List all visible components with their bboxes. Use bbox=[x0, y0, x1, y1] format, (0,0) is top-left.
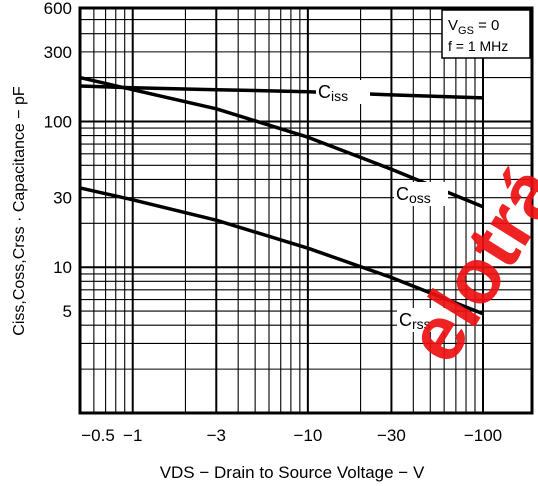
x-tick-label: −0.5 bbox=[81, 426, 115, 445]
x-axis-label: VDS − Drain to Source Voltage − V bbox=[160, 463, 425, 482]
series-label-bg bbox=[397, 308, 451, 332]
series-line-crss bbox=[79, 186, 484, 316]
y-tick-label: 100 bbox=[44, 112, 72, 131]
y-tick-label: 600 bbox=[44, 0, 72, 18]
series-label-crss: Crss bbox=[399, 310, 431, 332]
y-tick-label: 300 bbox=[44, 43, 72, 62]
series-label-bg bbox=[316, 80, 370, 104]
tick-labels: 600 300 100 30 10 5 −0.5 −1 −3 −10 −30 −100 bbox=[44, 0, 503, 445]
y-tick-label: 10 bbox=[53, 258, 72, 277]
x-tick-label: −30 bbox=[377, 426, 406, 445]
x-tick-label: −3 bbox=[207, 426, 226, 445]
conditions-box: VGS = 0 f = 1 MHz bbox=[441, 9, 531, 59]
y-tick-label: 30 bbox=[53, 189, 72, 208]
series-line-coss bbox=[79, 75, 484, 209]
x-tick-label: −100 bbox=[464, 426, 502, 445]
series-line-ciss bbox=[79, 84, 484, 100]
series-label-coss: Coss bbox=[396, 184, 431, 206]
x-tick-label: −10 bbox=[293, 426, 322, 445]
y-axis-label: Ciss,Coss,Crss · Capacitance − pF bbox=[11, 86, 28, 336]
x-tick-label: −1 bbox=[123, 426, 142, 445]
plot-frame bbox=[78, 6, 534, 415]
series-labels: Ciss Coss Crss bbox=[316, 80, 451, 332]
condition-frequency: f = 1 MHz bbox=[448, 38, 508, 54]
series-curves bbox=[79, 75, 484, 316]
series-label-bg bbox=[394, 182, 448, 206]
series-label-ciss: Ciss bbox=[318, 82, 348, 104]
y-tick-label: 5 bbox=[63, 302, 72, 321]
